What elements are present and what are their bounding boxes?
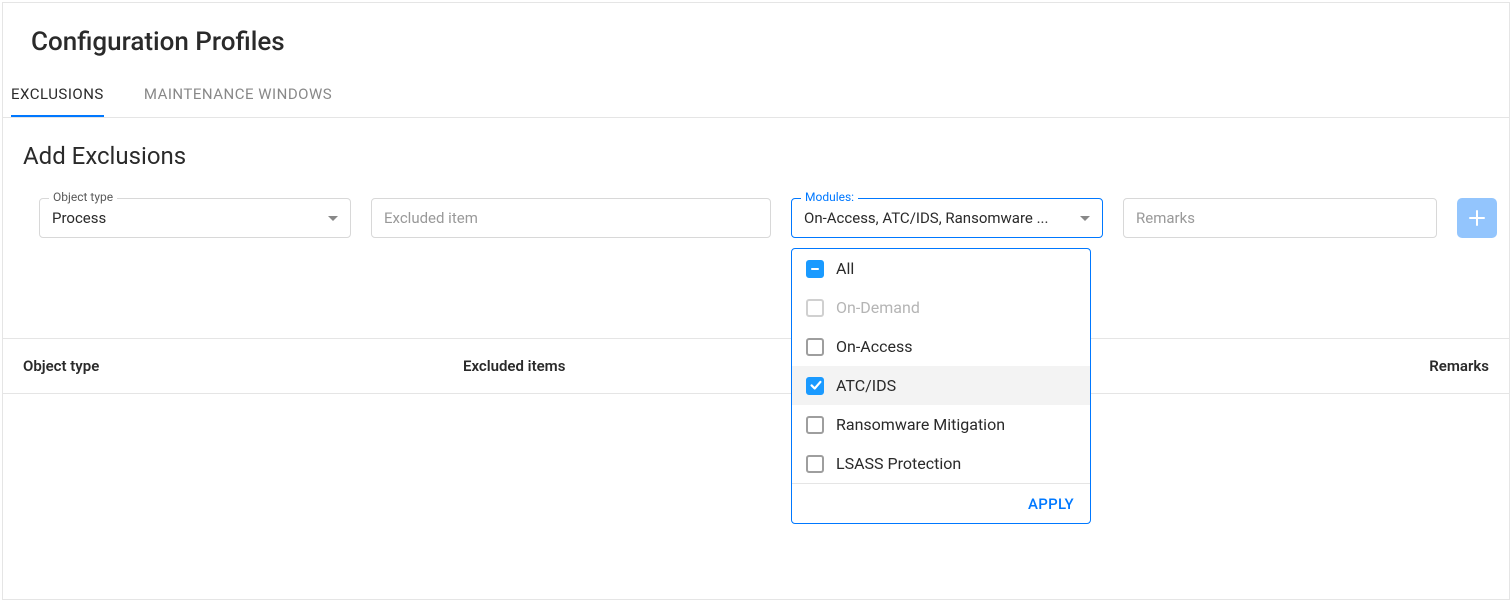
- page-title: Configuration Profiles: [3, 3, 1509, 57]
- object-type-value: Process: [52, 209, 320, 227]
- tabs: EXCLUSIONS MAINTENANCE WINDOWS: [3, 57, 1509, 118]
- modules-dropdown: All On-Demand On-Access ATC/IDS: [791, 248, 1091, 524]
- apply-button[interactable]: APPLY: [1028, 495, 1074, 513]
- dropdown-footer: APPLY: [792, 483, 1090, 523]
- dropdown-label-atc-ids: ATC/IDS: [836, 376, 896, 395]
- table-header: Object type Excluded items Remarks: [3, 338, 1509, 394]
- checkbox-all[interactable]: [806, 260, 824, 278]
- dropdown-item-lsass[interactable]: LSASS Protection: [792, 444, 1090, 483]
- tab-maintenance-windows[interactable]: MAINTENANCE WINDOWS: [144, 85, 332, 117]
- checkbox-ransomware[interactable]: [806, 416, 824, 434]
- form-row: Object type Process Excluded item Module…: [23, 198, 1489, 238]
- dropdown-label-lsass: LSASS Protection: [836, 454, 961, 473]
- remarks-input[interactable]: Remarks: [1123, 198, 1437, 238]
- modules-label: Modules:: [801, 190, 858, 204]
- table-header-object-type: Object type: [23, 357, 463, 375]
- tab-exclusions[interactable]: EXCLUSIONS: [11, 85, 104, 117]
- dropdown-label-ransomware: Ransomware Mitigation: [836, 415, 1005, 434]
- chevron-down-icon: [328, 216, 338, 221]
- object-type-label: Object type: [49, 190, 117, 204]
- dropdown-item-on-access[interactable]: On-Access: [792, 327, 1090, 366]
- remarks-field: Remarks: [1123, 198, 1437, 238]
- remarks-placeholder: Remarks: [1136, 209, 1416, 227]
- object-type-select[interactable]: Process: [39, 198, 351, 238]
- table-header-remarks: Remarks: [1369, 357, 1489, 375]
- modules-value: On-Access, ATC/IDS, Ransomware ...: [804, 209, 1072, 227]
- dropdown-label-on-demand: On-Demand: [836, 298, 920, 317]
- checkbox-on-demand: [806, 299, 824, 317]
- section-title: Add Exclusions: [23, 142, 1489, 170]
- plus-icon: [1468, 209, 1486, 227]
- add-exclusions-section: Add Exclusions Object type Process Exclu…: [3, 118, 1509, 238]
- dropdown-item-on-demand: On-Demand: [792, 288, 1090, 327]
- dropdown-label-all: All: [836, 259, 854, 278]
- excluded-item-input[interactable]: Excluded item: [371, 198, 771, 238]
- chevron-down-icon: [1080, 216, 1090, 221]
- checkbox-atc-ids[interactable]: [806, 377, 824, 395]
- modules-field: Modules: On-Access, ATC/IDS, Ransomware …: [791, 198, 1103, 238]
- dropdown-label-on-access: On-Access: [836, 337, 912, 356]
- checkbox-on-access[interactable]: [806, 338, 824, 356]
- excluded-item-field: Excluded item: [371, 198, 771, 238]
- modules-select[interactable]: On-Access, ATC/IDS, Ransomware ...: [791, 198, 1103, 238]
- dropdown-item-all[interactable]: All: [792, 249, 1090, 288]
- dropdown-item-ransomware[interactable]: Ransomware Mitigation: [792, 405, 1090, 444]
- add-button[interactable]: [1457, 198, 1497, 238]
- dropdown-item-atc-ids[interactable]: ATC/IDS: [792, 366, 1090, 405]
- excluded-item-placeholder: Excluded item: [384, 209, 750, 227]
- checkbox-lsass[interactable]: [806, 455, 824, 473]
- object-type-field: Object type Process: [39, 198, 351, 238]
